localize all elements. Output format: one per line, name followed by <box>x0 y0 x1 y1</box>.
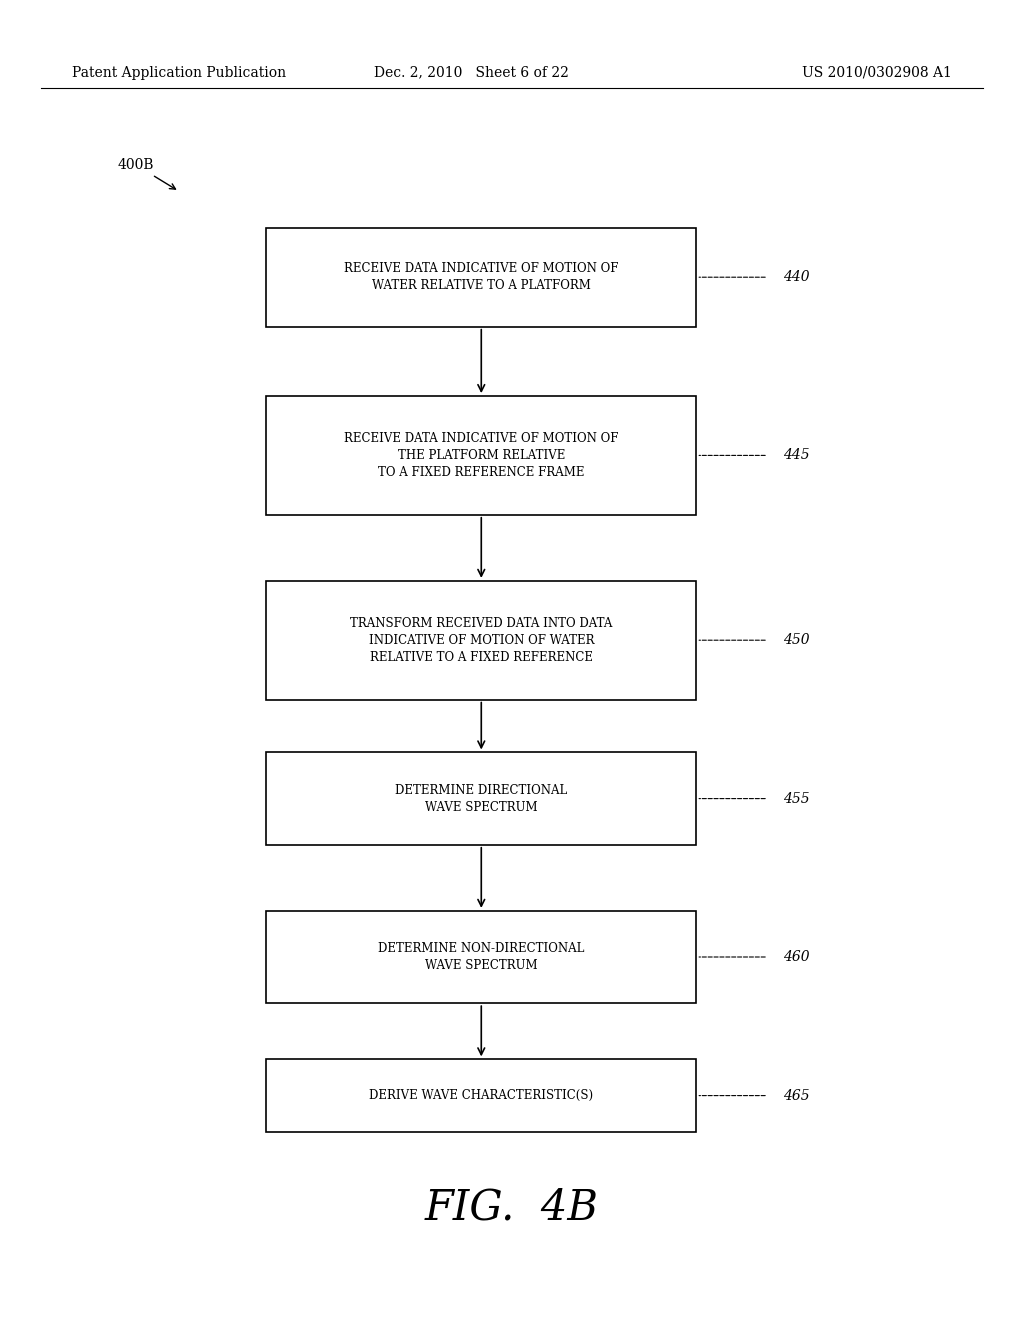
FancyBboxPatch shape <box>266 396 696 515</box>
Text: Patent Application Publication: Patent Application Publication <box>72 66 286 79</box>
FancyBboxPatch shape <box>266 581 696 700</box>
FancyBboxPatch shape <box>266 1059 696 1131</box>
FancyBboxPatch shape <box>266 911 696 1003</box>
FancyBboxPatch shape <box>266 227 696 326</box>
Text: RECEIVE DATA INDICATIVE OF MOTION OF
WATER RELATIVE TO A PLATFORM: RECEIVE DATA INDICATIVE OF MOTION OF WAT… <box>344 263 618 292</box>
Text: 440: 440 <box>783 271 810 284</box>
Text: RECEIVE DATA INDICATIVE OF MOTION OF
THE PLATFORM RELATIVE
TO A FIXED REFERENCE : RECEIVE DATA INDICATIVE OF MOTION OF THE… <box>344 432 618 479</box>
Text: TRANSFORM RECEIVED DATA INTO DATA
INDICATIVE OF MOTION OF WATER
RELATIVE TO A FI: TRANSFORM RECEIVED DATA INTO DATA INDICA… <box>350 616 612 664</box>
Text: 445: 445 <box>783 449 810 462</box>
Text: 400B: 400B <box>118 158 175 189</box>
Text: DETERMINE NON-DIRECTIONAL
WAVE SPECTRUM: DETERMINE NON-DIRECTIONAL WAVE SPECTRUM <box>378 942 585 972</box>
Text: DERIVE WAVE CHARACTERISTIC(S): DERIVE WAVE CHARACTERISTIC(S) <box>370 1089 593 1102</box>
Text: FIG.  4B: FIG. 4B <box>425 1187 599 1229</box>
Text: US 2010/0302908 A1: US 2010/0302908 A1 <box>803 66 952 79</box>
Text: Dec. 2, 2010   Sheet 6 of 22: Dec. 2, 2010 Sheet 6 of 22 <box>374 66 568 79</box>
Text: 460: 460 <box>783 950 810 964</box>
Text: 455: 455 <box>783 792 810 805</box>
Text: 465: 465 <box>783 1089 810 1102</box>
Text: DETERMINE DIRECTIONAL
WAVE SPECTRUM: DETERMINE DIRECTIONAL WAVE SPECTRUM <box>395 784 567 813</box>
FancyBboxPatch shape <box>266 752 696 845</box>
Text: 450: 450 <box>783 634 810 647</box>
